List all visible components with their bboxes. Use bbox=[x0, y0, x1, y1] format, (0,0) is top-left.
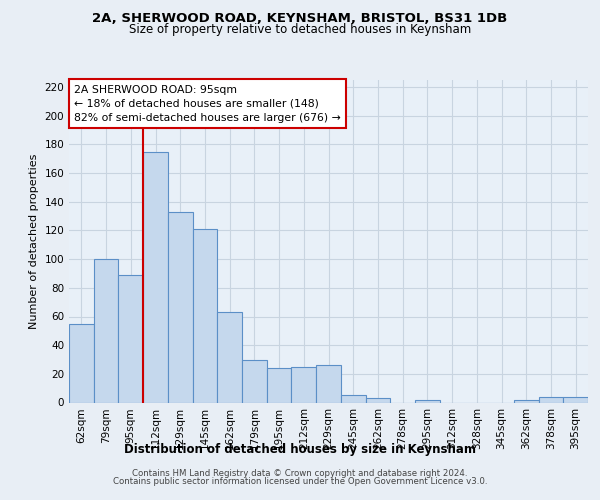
Bar bbox=[365, 398, 390, 402]
Bar bbox=[539, 397, 563, 402]
Bar bbox=[514, 400, 539, 402]
Bar bbox=[242, 360, 267, 403]
Bar bbox=[69, 324, 94, 402]
Bar bbox=[292, 366, 316, 402]
Bar bbox=[94, 259, 118, 402]
Bar bbox=[143, 152, 168, 402]
Text: 2A SHERWOOD ROAD: 95sqm
← 18% of detached houses are smaller (148)
82% of semi-d: 2A SHERWOOD ROAD: 95sqm ← 18% of detache… bbox=[74, 85, 341, 123]
Bar bbox=[217, 312, 242, 402]
Text: 2A, SHERWOOD ROAD, KEYNSHAM, BRISTOL, BS31 1DB: 2A, SHERWOOD ROAD, KEYNSHAM, BRISTOL, BS… bbox=[92, 12, 508, 26]
Text: Contains public sector information licensed under the Open Government Licence v3: Contains public sector information licen… bbox=[113, 477, 487, 486]
Bar bbox=[168, 212, 193, 402]
Text: Distribution of detached houses by size in Keynsham: Distribution of detached houses by size … bbox=[124, 442, 476, 456]
Bar bbox=[193, 229, 217, 402]
Text: Contains HM Land Registry data © Crown copyright and database right 2024.: Contains HM Land Registry data © Crown c… bbox=[132, 468, 468, 477]
Bar bbox=[118, 275, 143, 402]
Bar bbox=[267, 368, 292, 402]
Text: Size of property relative to detached houses in Keynsham: Size of property relative to detached ho… bbox=[129, 22, 471, 36]
Bar bbox=[415, 400, 440, 402]
Bar bbox=[341, 396, 365, 402]
Bar bbox=[563, 397, 588, 402]
Y-axis label: Number of detached properties: Number of detached properties bbox=[29, 154, 39, 329]
Bar bbox=[316, 365, 341, 403]
